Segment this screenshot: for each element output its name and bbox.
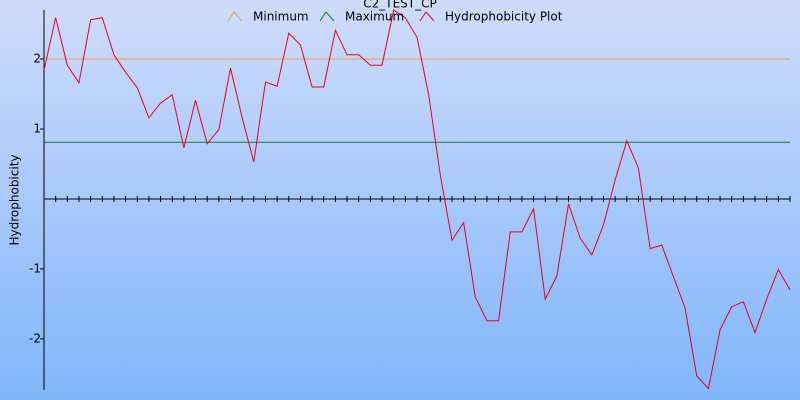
y-tick-label: -2 [29,331,41,345]
legend-label: Hydrophobicity Plot [445,10,563,24]
y-tick-label: 1 [33,121,41,135]
hydrophobicity-line [43,9,791,390]
legend-label: Maximum [345,10,404,24]
chart-title: C2_TEST_CP [363,0,437,11]
legend-icon [227,11,243,22]
legend-label: Minimum [253,10,309,24]
y-tick-label: 2 [33,51,41,65]
legend-icon [419,11,435,22]
y-axis-label: Hydrophobicity [8,154,22,245]
legend-icon [319,11,335,22]
y-tick-label: -1 [29,261,41,275]
